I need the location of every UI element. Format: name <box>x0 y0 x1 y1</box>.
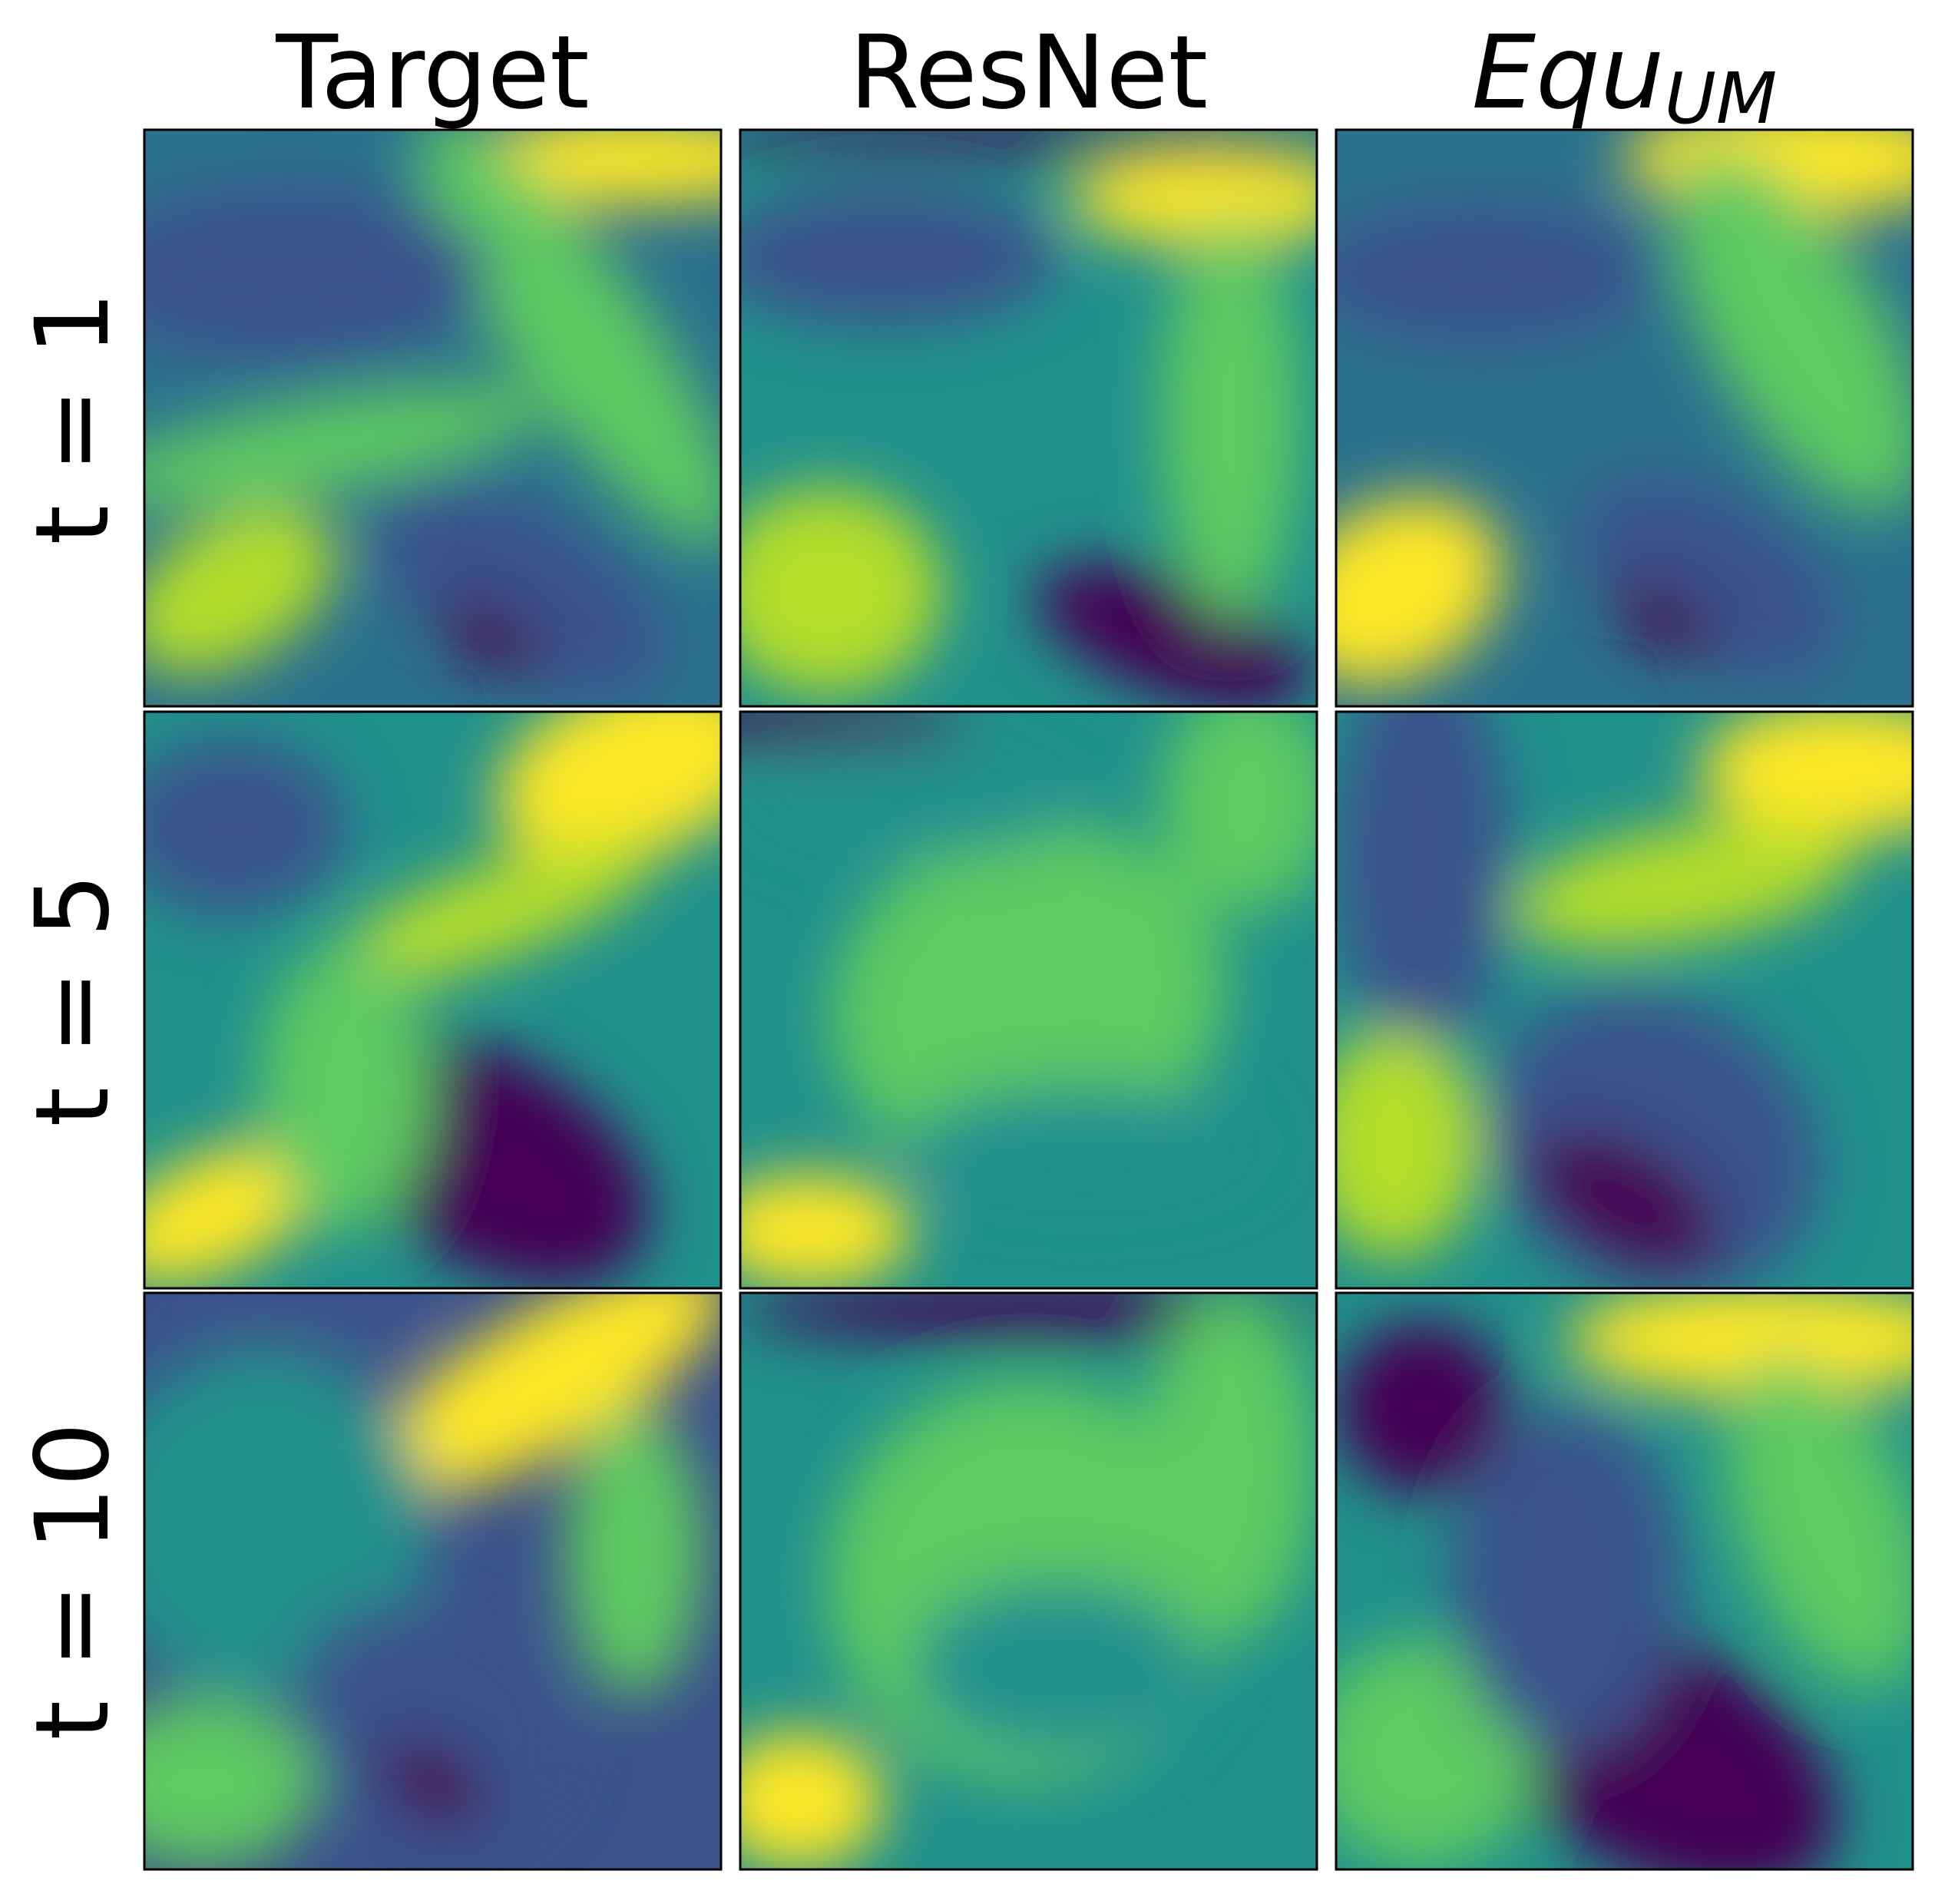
field-panel <box>740 1293 1317 1869</box>
field-blob <box>144 187 491 361</box>
field-blob <box>1699 712 1913 839</box>
field-blob <box>1161 216 1300 620</box>
field-panel <box>144 712 721 1288</box>
field-blob <box>144 740 346 914</box>
panel-frame <box>1335 128 1914 708</box>
row-label: t = 5 <box>14 873 132 1126</box>
column-title: EquUM <box>1472 14 1778 140</box>
field-blob <box>144 1142 321 1285</box>
field-blob <box>1336 1029 1480 1260</box>
field-blob <box>913 1581 1202 1754</box>
field-blob <box>369 1293 721 1497</box>
field-blob <box>295 1602 571 1849</box>
column-title-main: Equ <box>1472 14 1665 132</box>
column-title: ResNet <box>849 14 1208 132</box>
field-blob <box>144 1350 433 1697</box>
panel-frame <box>739 128 1318 708</box>
panel-frame <box>1335 1291 1914 1871</box>
field-panel <box>144 130 721 706</box>
field-blob <box>1672 151 1913 512</box>
field-panel <box>1336 712 1913 1288</box>
field-blob <box>1161 712 1317 914</box>
field-panel <box>740 712 1317 1288</box>
column-title: Target <box>275 14 589 132</box>
panel-frame <box>739 1291 1318 1871</box>
field-blob <box>438 599 543 676</box>
field-blob <box>740 487 942 695</box>
field-panel <box>1336 130 1913 706</box>
field-blob <box>1035 564 1310 706</box>
field-blobs <box>144 1293 721 1869</box>
field-blob <box>144 507 337 675</box>
field-blob <box>495 712 721 864</box>
column-title-main: ResNet <box>849 14 1208 132</box>
field-blob <box>740 130 1317 154</box>
field-blob <box>740 1730 885 1869</box>
field-panel <box>1336 1293 1913 1869</box>
field-blob <box>379 1741 486 1825</box>
field-blob <box>1725 1358 1913 1689</box>
panel-frame <box>1335 710 1914 1290</box>
field-blob <box>1566 1293 1913 1397</box>
panel-frame <box>143 128 723 708</box>
field-blob <box>144 1696 318 1869</box>
field-blob <box>1336 204 1653 343</box>
field-blob <box>1612 581 1717 659</box>
panel-frame <box>739 710 1318 1290</box>
field-blobs <box>1336 712 1913 1288</box>
field-panel <box>144 1293 721 1869</box>
field-blob <box>144 386 545 507</box>
field-panel <box>740 130 1317 706</box>
field-blob <box>1530 1129 1719 1274</box>
field-blob <box>1336 1321 1510 1495</box>
field-blob <box>740 1172 914 1288</box>
field-blob <box>417 130 721 548</box>
field-blobs <box>1336 1293 1913 1869</box>
column-title-main: Target <box>275 14 589 132</box>
field-blob <box>1336 712 1510 1058</box>
field-blobs <box>144 130 721 698</box>
field-blob <box>1511 820 1853 949</box>
field-blobs <box>740 1293 1317 1869</box>
field-blob <box>1143 1293 1317 1639</box>
column-title-subscript: UM <box>1665 58 1778 140</box>
row-label: t = 1 <box>14 291 132 544</box>
field-blobs <box>740 130 1317 706</box>
panel-frame <box>143 1291 723 1871</box>
field-blob <box>740 740 1087 856</box>
field-blob <box>260 942 433 1231</box>
field-blobs <box>1336 130 1913 686</box>
field-blob <box>913 1086 1259 1202</box>
panel-frame <box>143 710 723 1290</box>
field-blobs <box>740 712 1317 1288</box>
field-blob <box>202 1293 433 1351</box>
field-blobs <box>144 712 721 1287</box>
field-blob <box>740 712 971 747</box>
field-blob <box>740 1293 1317 1340</box>
field-blob <box>326 840 654 987</box>
field-blob <box>565 1408 704 1697</box>
row-label: t = 10 <box>14 1422 132 1740</box>
field-blob <box>373 484 665 698</box>
field-blob <box>1069 153 1317 246</box>
field-blob <box>740 187 1057 326</box>
field-blob <box>1336 496 1503 686</box>
field-blob <box>1451 1408 1682 1754</box>
